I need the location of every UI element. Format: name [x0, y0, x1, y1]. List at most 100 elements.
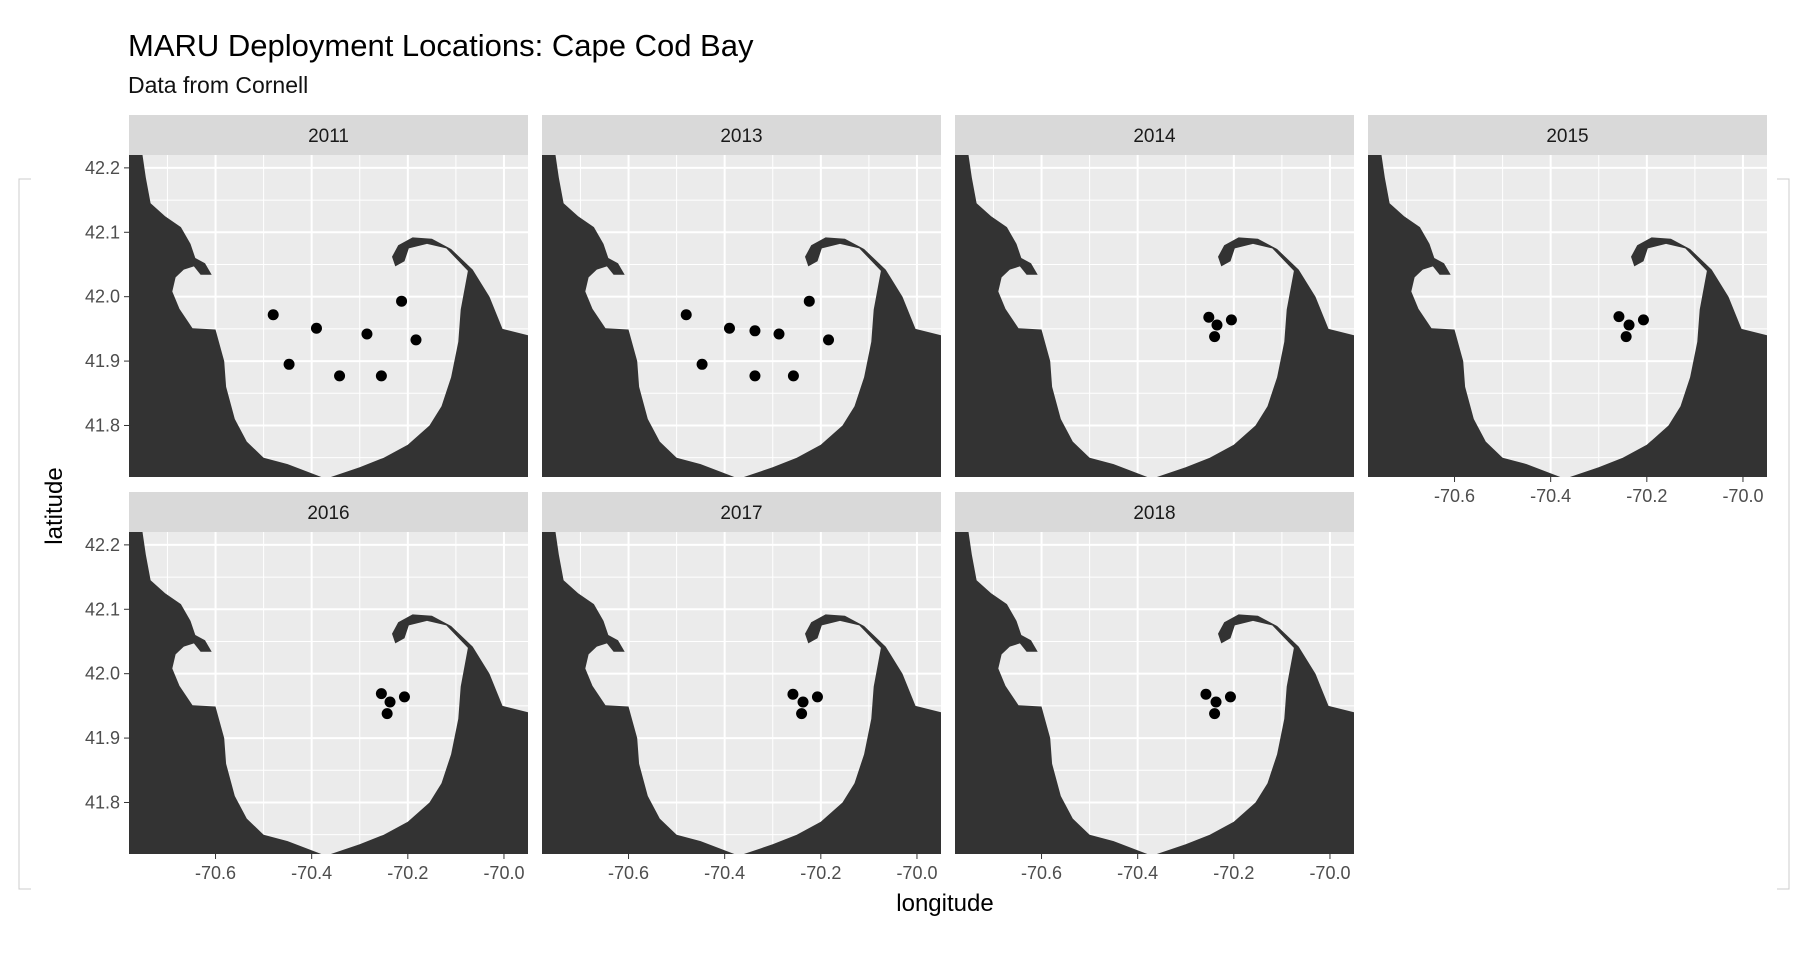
facet-2018: 2018 -70.6 -70.4 -70.2 -70.0 — [955, 492, 1354, 883]
deployment-point — [803, 295, 815, 307]
deployment-point — [1224, 691, 1236, 703]
deployment-point — [375, 688, 387, 700]
facet-strip — [1368, 115, 1767, 155]
land-mainland — [955, 532, 1148, 854]
facet-strip — [129, 492, 528, 532]
deployment-point — [796, 708, 808, 720]
x-tick-label: -70.6 — [1434, 486, 1475, 506]
deployment-point — [334, 370, 346, 382]
coastline-land — [129, 155, 528, 477]
deployment-point — [410, 334, 422, 346]
deployment-point — [1211, 319, 1223, 331]
chart-title: MARU Deployment Locations: Cape Cod Bay — [128, 28, 754, 63]
x-tick-label: -70.4 — [1117, 863, 1158, 883]
facet-strip-label: 2018 — [1133, 503, 1175, 524]
deployment-point — [773, 328, 785, 340]
gridlines — [542, 155, 941, 477]
deployment-point — [823, 334, 835, 346]
facet-2015: 2015 -70.6 -70.4 -70.2 -70.0 — [1368, 115, 1767, 506]
deployment-point — [1200, 688, 1212, 700]
y-tick-label: 42.1 — [85, 599, 120, 619]
deployment-point — [396, 295, 408, 307]
x-tick-label: -70.0 — [896, 863, 937, 883]
deployment-point — [680, 309, 692, 321]
land-cape-cod — [1569, 237, 1767, 477]
land-cape-cod — [1156, 237, 1354, 477]
deployment-point — [310, 322, 322, 334]
facet-strip-label: 2016 — [307, 503, 349, 524]
deployment-point — [381, 708, 393, 720]
x-tick-label: -70.4 — [291, 863, 332, 883]
deployment-point — [723, 322, 735, 334]
land-cape-cod — [330, 237, 528, 477]
x-tick-label: -70.2 — [800, 863, 841, 883]
facet-strip — [542, 115, 941, 155]
deployment-point — [398, 691, 410, 703]
facet-2016: 2016 42.2 42.1 42.0 41.9 41.8 -70.6 -70.4 -70.2 -… — [85, 492, 528, 883]
land-mainland — [129, 532, 322, 854]
coastline-land — [542, 532, 941, 854]
deployment-point — [1209, 708, 1221, 720]
deployment-point — [787, 688, 799, 700]
deployment-point — [384, 696, 396, 708]
x-tick-label: -70.4 — [704, 863, 745, 883]
deployment-point — [797, 696, 809, 708]
y-tick-label: 41.8 — [85, 415, 120, 435]
y-tick-label: 41.9 — [85, 728, 120, 748]
y-tick-label: 42.0 — [85, 664, 120, 684]
land-cape-cod — [743, 237, 941, 477]
coastline-land — [955, 155, 1354, 477]
deployment-point — [1620, 331, 1632, 343]
facet-strip — [129, 115, 528, 155]
facet-strip-label: 2017 — [720, 503, 762, 524]
x-tick-label: -70.6 — [608, 863, 649, 883]
facet-strip-label: 2015 — [1546, 126, 1588, 147]
y-tick-label: 42.0 — [85, 287, 120, 307]
x-tick-label: -70.2 — [387, 863, 428, 883]
facet-grid: 2011 42.2 42.1 42.0 41.9 41.8 2013 2014 2015 -70.… — [85, 115, 1767, 883]
y-tick-label: 41.9 — [85, 351, 120, 371]
facet-2014: 2014 — [955, 115, 1354, 477]
facet-strip-label: 2014 — [1133, 126, 1176, 147]
land-mainland — [542, 155, 735, 477]
x-tick-label: -70.0 — [1722, 486, 1763, 506]
land-mainland — [955, 155, 1148, 477]
deployment-point — [1209, 331, 1221, 343]
x-tick-label: -70.2 — [1213, 863, 1254, 883]
facet-2017: 2017 -70.6 -70.4 -70.2 -70.0 — [542, 492, 941, 883]
x-tick-label: -70.4 — [1530, 486, 1571, 506]
facet-2013: 2013 — [542, 115, 941, 477]
deployment-point — [267, 309, 279, 321]
y-tick-label: 42.2 — [85, 158, 120, 178]
y-axis-title: latitude — [41, 467, 68, 544]
land-cape-cod — [1156, 614, 1354, 854]
y-tick-label: 42.2 — [85, 535, 120, 555]
x-tick-label: -70.6 — [1021, 863, 1062, 883]
x-axis-title: longitude — [896, 890, 993, 917]
land-mainland — [542, 532, 735, 854]
land-mainland — [1368, 155, 1561, 477]
facet-strip-label: 2011 — [308, 126, 349, 147]
coastline-land — [955, 532, 1354, 854]
x-tick-label: -70.2 — [1626, 486, 1667, 506]
y-tick-label: 42.1 — [85, 222, 120, 242]
coastline-land — [1368, 155, 1767, 477]
facet-strip — [542, 492, 941, 532]
deployment-point — [1637, 314, 1649, 326]
left-bracket — [18, 178, 31, 890]
deployment-point — [283, 358, 295, 370]
coastline-land — [129, 532, 528, 854]
deployment-point — [361, 328, 373, 340]
deployment-point — [1203, 311, 1215, 323]
facet-strip — [955, 492, 1354, 532]
facet-strip — [955, 115, 1354, 155]
land-cape-cod — [743, 614, 941, 854]
deployment-point — [749, 370, 761, 382]
y-tick-label: 41.8 — [85, 792, 120, 812]
deployment-point — [1225, 314, 1237, 326]
x-tick-label: -70.0 — [1309, 863, 1350, 883]
deployment-point — [787, 370, 799, 382]
deployment-point — [811, 691, 823, 703]
chart-subtitle: Data from Cornell — [128, 72, 308, 98]
